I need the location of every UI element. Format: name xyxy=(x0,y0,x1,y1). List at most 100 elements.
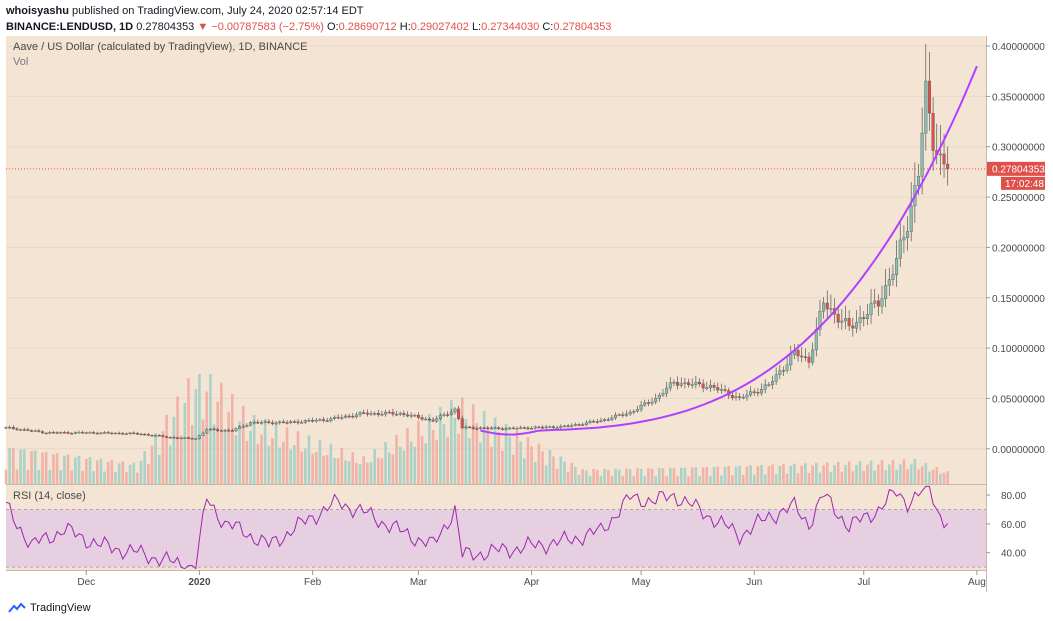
candle-body xyxy=(745,394,749,398)
candle-body xyxy=(154,435,158,437)
volume-bar xyxy=(227,411,230,484)
candle-body xyxy=(807,356,811,363)
volume-bar xyxy=(194,389,198,484)
volume-bar xyxy=(296,431,300,484)
volume-bar xyxy=(128,464,132,484)
countdown-badge xyxy=(1001,176,1045,190)
candle-body xyxy=(482,427,486,429)
time-axis[interactable] xyxy=(6,570,986,592)
volume-bar xyxy=(402,450,406,484)
candle-body xyxy=(909,205,913,232)
candle-body xyxy=(168,436,172,439)
candle-body xyxy=(420,417,424,420)
candle-body xyxy=(639,404,643,410)
volume-bar xyxy=(132,462,136,484)
volume-bar xyxy=(464,418,468,484)
volume-bar xyxy=(41,452,44,484)
volume-bar xyxy=(917,469,920,484)
volume-bar xyxy=(241,405,245,484)
volume-bar xyxy=(59,470,63,484)
candle-body xyxy=(70,433,74,435)
candle-body xyxy=(822,302,826,312)
last-price-badge xyxy=(987,161,1045,176)
volume-bar xyxy=(12,448,15,484)
candle-body xyxy=(314,419,318,422)
volume-bar xyxy=(778,465,782,484)
volume-bar xyxy=(176,396,179,484)
volume-bar xyxy=(712,467,716,484)
volume-bar xyxy=(559,456,563,484)
candle-body xyxy=(223,429,227,432)
volume-bar xyxy=(183,402,187,484)
x-tick-label: 2020 xyxy=(188,577,211,588)
candle-body xyxy=(486,427,490,430)
candle-body xyxy=(559,426,563,428)
time-axis-ticks: Dec 2020 Feb Mar Apr May Jun Jul Aug xyxy=(77,570,986,588)
candle-body xyxy=(139,433,143,436)
author-name[interactable]: whoisyashu xyxy=(6,5,69,17)
candle-body xyxy=(891,274,895,280)
volume-bar xyxy=(621,476,625,484)
price-pane[interactable] xyxy=(6,36,986,484)
volume-bar xyxy=(161,431,165,484)
candle-body xyxy=(183,437,187,439)
x-tick-label: Dec xyxy=(77,577,95,588)
volume-bar xyxy=(223,429,227,484)
candle-body xyxy=(274,422,278,425)
volume-bar xyxy=(271,438,274,484)
volume-bar xyxy=(249,430,252,484)
candle-body xyxy=(227,429,231,432)
footer-brand[interactable]: TradingView xyxy=(8,602,91,614)
volume-bar xyxy=(77,455,81,484)
candle-body xyxy=(526,427,530,430)
volume-bar xyxy=(322,455,325,484)
volume-bar xyxy=(424,443,428,484)
candle-body xyxy=(811,349,815,363)
volume-bar xyxy=(201,419,205,484)
volume-bar xyxy=(869,460,873,484)
candle-body xyxy=(285,422,289,424)
volume-bar xyxy=(431,430,435,484)
volume-bar xyxy=(563,461,566,484)
candle-body xyxy=(99,432,103,435)
volume-bar xyxy=(763,474,767,484)
candle-body xyxy=(570,425,574,427)
rsi-line xyxy=(5,485,949,570)
x-tick-label: Feb xyxy=(304,577,322,588)
volume-bar xyxy=(26,469,30,484)
candle-body xyxy=(30,430,34,432)
volume-bar xyxy=(508,436,511,484)
volume-bar xyxy=(866,464,869,484)
volume-bar xyxy=(793,463,796,484)
volume-bar xyxy=(877,464,880,484)
rsi-label: RSI (14, close) xyxy=(13,490,86,502)
volume-bar xyxy=(654,476,657,484)
candle-body xyxy=(942,153,946,165)
rsi-axis-ticks[interactable]: 40.00 60.00 80.00 xyxy=(986,491,1026,560)
tradingview-logo-icon xyxy=(8,602,26,613)
candle-body xyxy=(902,237,906,241)
volume-bar xyxy=(256,443,260,484)
volume-bar xyxy=(457,433,460,484)
candle-body xyxy=(679,383,683,386)
close-value: 0.27804353 xyxy=(553,21,612,33)
volume-bar xyxy=(234,435,238,484)
volume-bar xyxy=(942,472,946,484)
volume-bar xyxy=(333,457,336,484)
candle-body xyxy=(581,424,585,426)
price-axis-ticks[interactable]: 0.00000000 0.05000000 0.10000000 0.15000000… xyxy=(986,42,1045,456)
candle-body xyxy=(413,414,417,417)
candle-body xyxy=(165,436,169,438)
candle-body xyxy=(449,411,453,415)
candle-body xyxy=(73,432,77,434)
volume-bar xyxy=(52,454,55,484)
candle-body xyxy=(406,414,410,417)
x-tick-label: Aug xyxy=(968,577,986,588)
candle-body xyxy=(113,432,117,435)
publish-text: published on TradingView.com, July 24, 2… xyxy=(72,5,364,17)
volume-bar xyxy=(395,435,398,484)
parabolic-curve[interactable] xyxy=(480,65,978,436)
candle-body xyxy=(194,438,198,440)
volume-bar xyxy=(30,451,33,484)
